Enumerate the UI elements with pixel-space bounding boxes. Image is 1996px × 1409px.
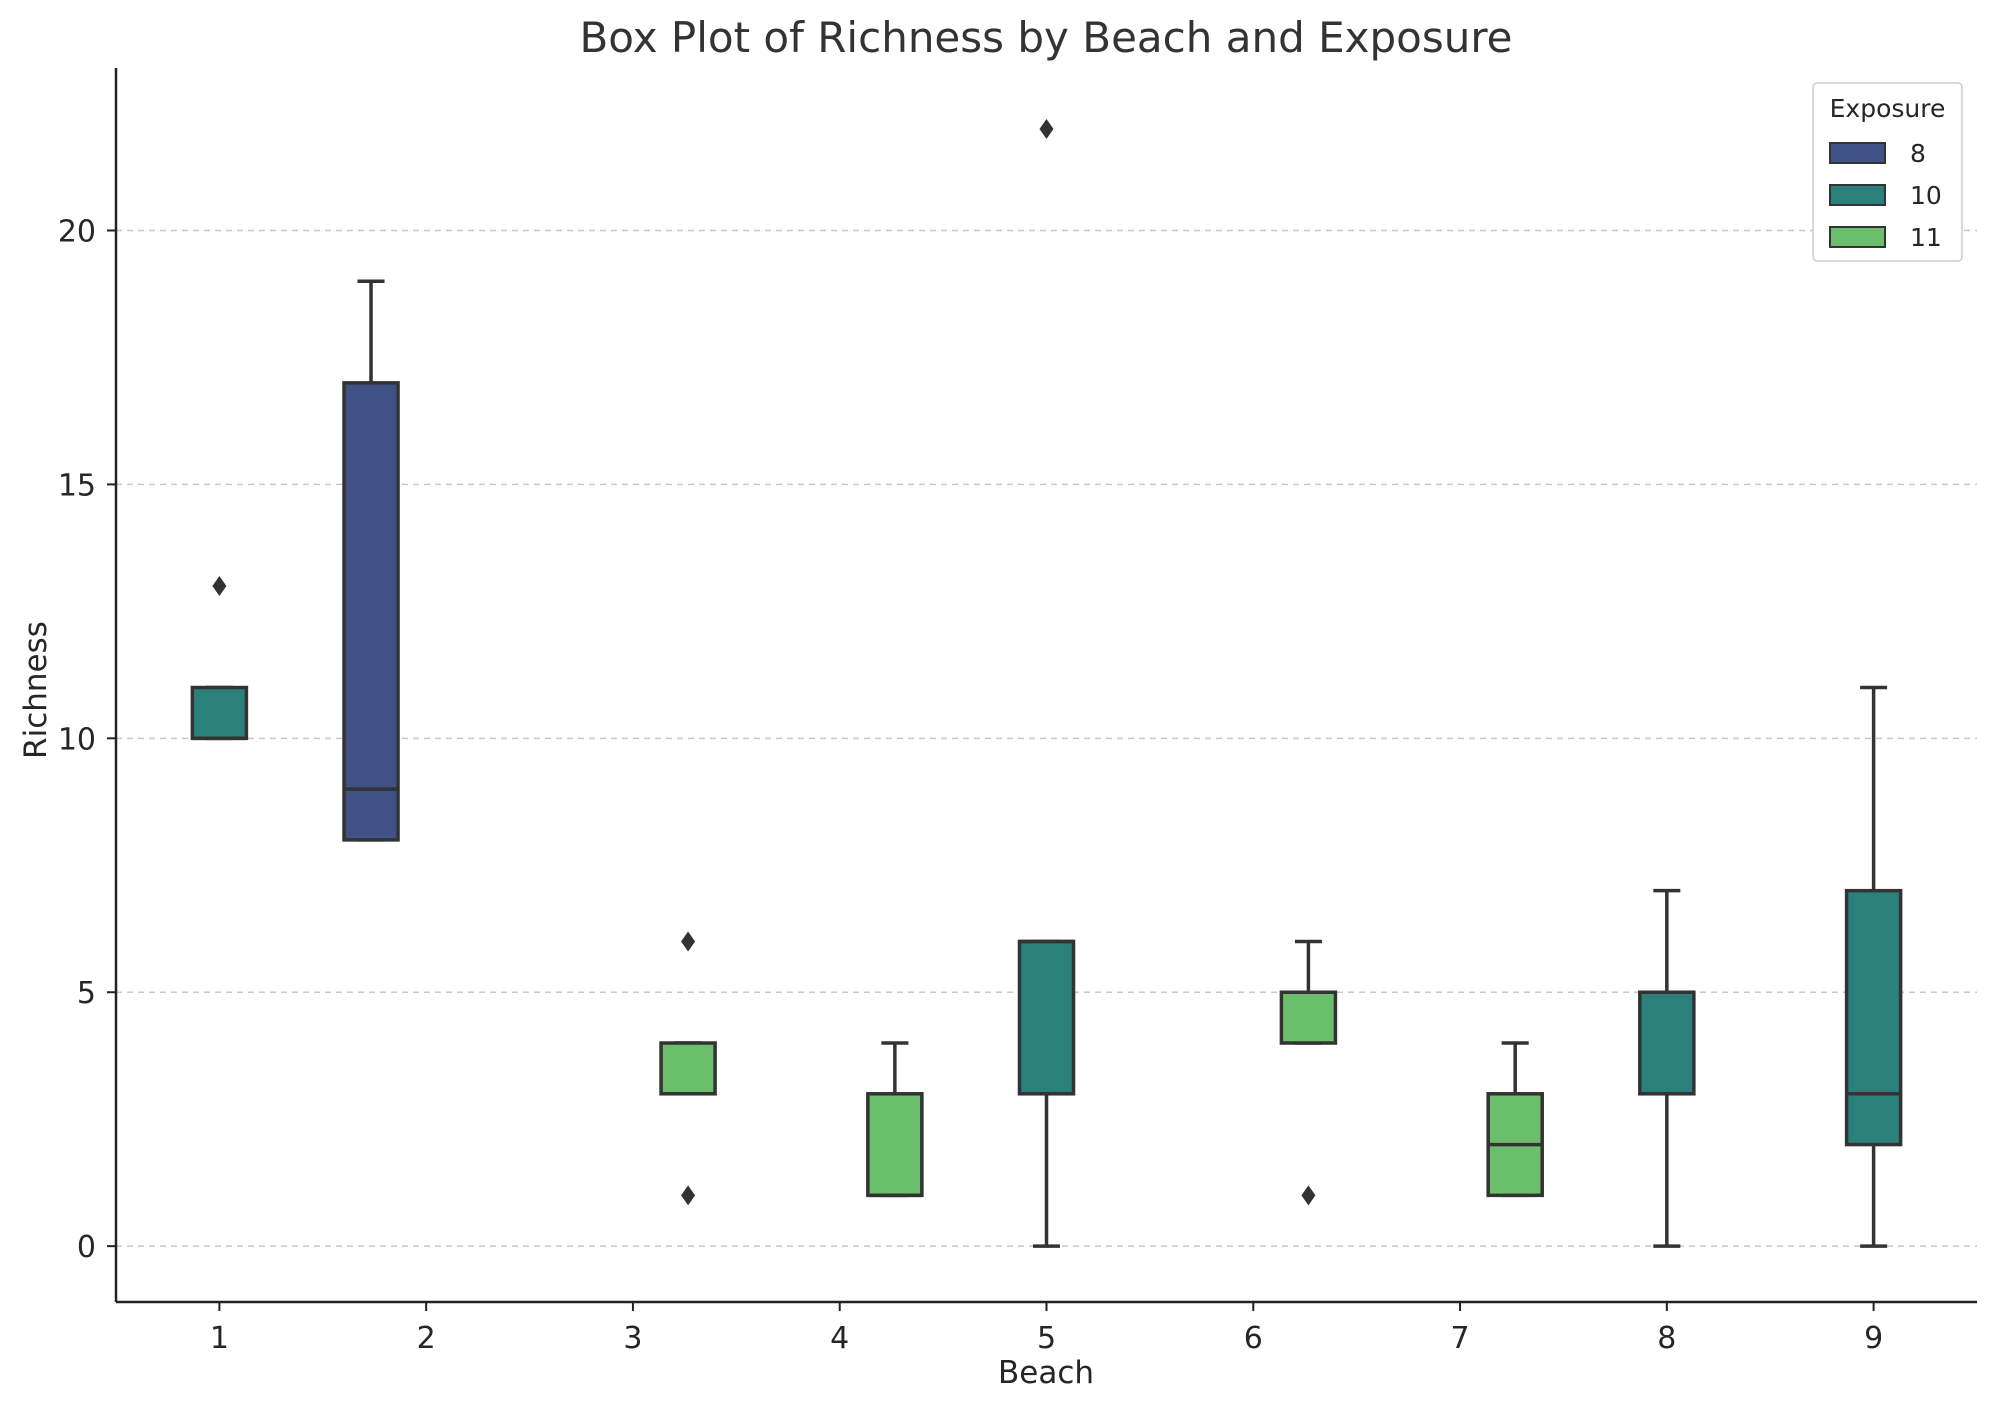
y-ticks: 0 5 10 15 20	[58, 215, 116, 1265]
outlier-beach-6-0	[1301, 1185, 1316, 1206]
x-tick-label-2: 2	[417, 1321, 436, 1356]
chart-title: Box Plot of Richness by Beach and Exposu…	[579, 13, 1512, 62]
legend-swatch-8	[1829, 142, 1886, 164]
box-beach-3	[659, 931, 717, 1206]
box-rect-beach-9	[1844, 888, 1903, 1147]
box-rect-beach-4	[866, 1092, 924, 1198]
legend-swatch-11	[1829, 226, 1886, 248]
box-rect-beach-3	[659, 1041, 717, 1096]
box-beach-8	[1638, 888, 1696, 1248]
y-tick-label-20: 20	[58, 215, 96, 250]
x-tick-label-6: 6	[1244, 1321, 1263, 1356]
x-tick-label-8: 8	[1657, 1321, 1676, 1356]
y-axis-title: Richness	[18, 621, 54, 759]
outlier-beach-1-0	[212, 575, 227, 596]
y-tick-label-5: 5	[77, 976, 96, 1011]
x-tick-label-7: 7	[1451, 1321, 1470, 1356]
x-tick-label-9: 9	[1864, 1321, 1883, 1356]
x-tick-label-4: 4	[830, 1321, 849, 1356]
outlier-beach-3-1	[681, 1185, 696, 1206]
x-axis-title: Beach	[998, 1355, 1094, 1391]
box-beach-6	[1279, 939, 1338, 1206]
box-rect-beach-1	[190, 685, 249, 741]
box-beach-7	[1486, 1041, 1544, 1198]
box-rect-beach-8	[1638, 990, 1696, 1096]
legend-title: Exposure	[1830, 94, 1946, 123]
y-tick-label-15: 15	[58, 468, 96, 503]
box-beach-2	[342, 279, 400, 842]
box-beach-1	[190, 575, 249, 741]
box-beach-4	[866, 1041, 924, 1198]
outlier-beach-3-0	[681, 931, 696, 952]
box-beach-9	[1844, 685, 1903, 1248]
legend-label-11: 11	[1910, 223, 1942, 252]
box-rect-beach-2	[342, 381, 400, 842]
legend-item-8: 8	[1829, 139, 1926, 168]
box-beach-5	[1017, 118, 1076, 1248]
x-tick-label-3: 3	[623, 1321, 642, 1356]
legend-label-8: 8	[1910, 139, 1926, 168]
legend-frame	[1812, 82, 1963, 262]
box-rect-beach-5	[1017, 939, 1076, 1096]
legend-item-11: 11	[1829, 223, 1942, 252]
box-rect-beach-6	[1279, 990, 1338, 1045]
x-tick-label-1: 1	[210, 1321, 229, 1356]
outlier-beach-5-0	[1039, 118, 1054, 139]
legend-item-10: 10	[1829, 181, 1942, 210]
box-series	[190, 118, 1903, 1248]
legend: Exposure 8 10 11	[1812, 82, 1963, 262]
y-tick-label-0: 0	[77, 1230, 96, 1265]
legend-swatch-10	[1829, 184, 1886, 206]
grid-lines	[116, 229, 1977, 1247]
x-tick-label-5: 5	[1037, 1321, 1056, 1356]
legend-label-10: 10	[1910, 181, 1942, 210]
x-ticks: 1 2 3 4 5 6 7 8 9	[210, 1302, 1883, 1356]
y-tick-label-10: 10	[58, 722, 96, 757]
